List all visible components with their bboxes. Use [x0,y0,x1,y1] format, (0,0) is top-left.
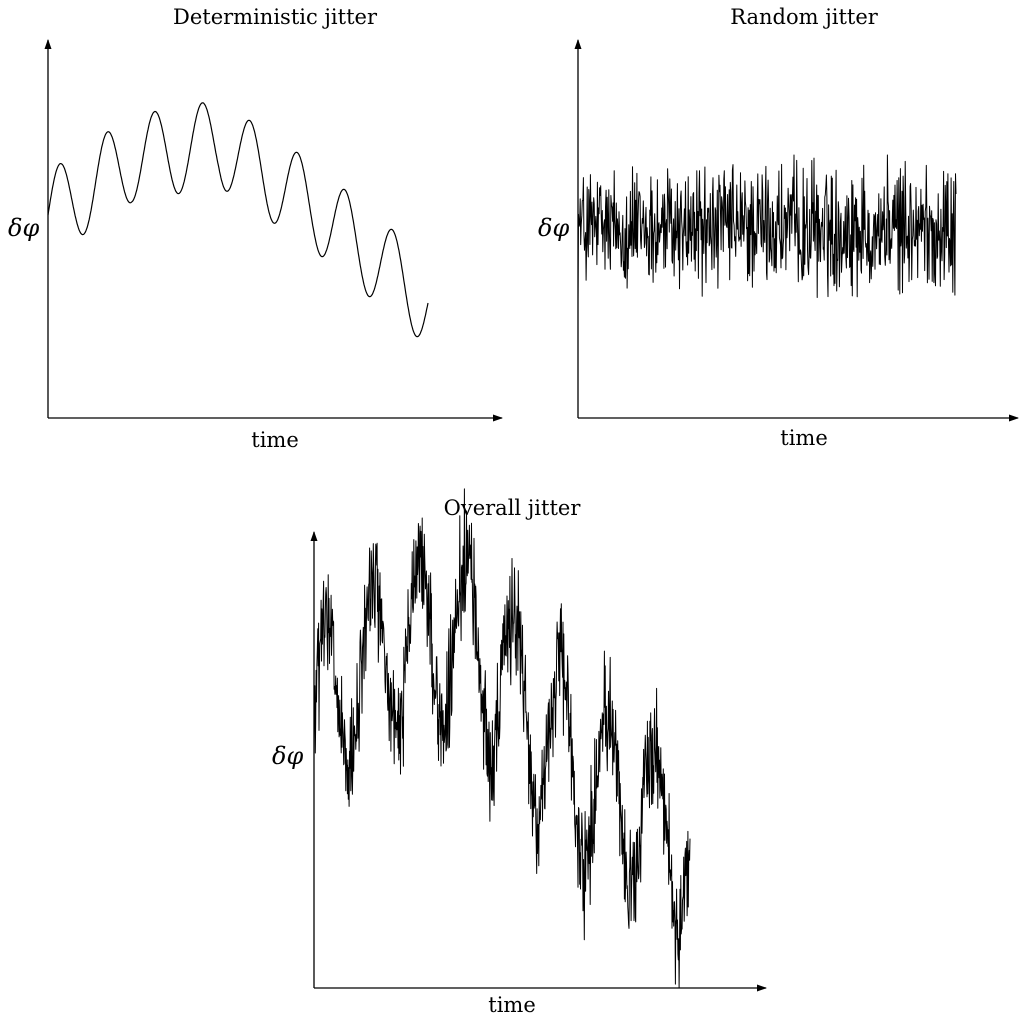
chart-title: Random jitter [730,5,879,29]
y-axis-label: δφ [8,214,39,242]
x-axis-label: time [251,428,299,452]
chart-overall: Overall jitter δφ time [272,488,767,1017]
random-jitter-trace [577,154,957,302]
y-axis-label: δφ [272,742,303,770]
deterministic-jitter-trace [47,102,429,338]
y-axis-label: δφ [538,214,569,242]
chart-random: Random jitter δφ time [538,5,1019,450]
chart-deterministic: Deterministic jitter δφ time [8,5,503,452]
x-axis-label: time [780,426,828,450]
chart-title: Deterministic jitter [173,5,378,29]
x-axis-label: time [488,993,536,1017]
overall-jitter-trace [313,488,691,989]
